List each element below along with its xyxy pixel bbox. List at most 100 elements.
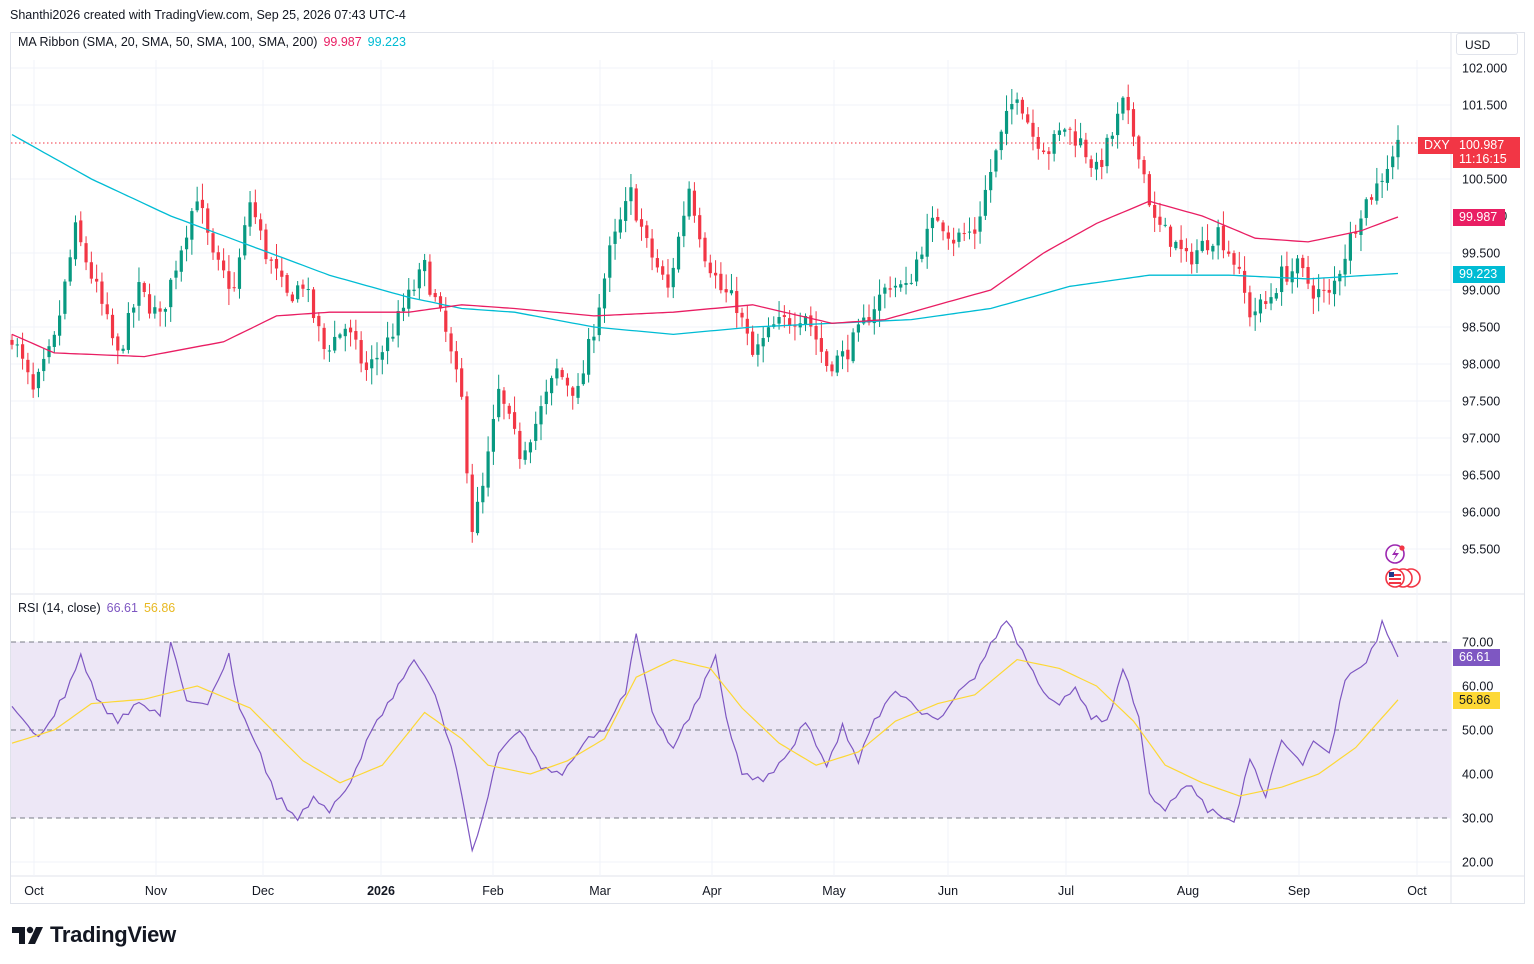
candle [42, 347, 46, 382]
candle [576, 373, 580, 405]
candle [264, 223, 268, 265]
lightning-icon[interactable] [1385, 544, 1405, 564]
candle [132, 304, 136, 328]
candle [941, 220, 945, 241]
candle [333, 320, 337, 354]
candle [211, 228, 215, 260]
candle [1195, 239, 1199, 273]
candle [1078, 122, 1083, 148]
candle [888, 276, 892, 298]
price-tick-label: 97.000 [1462, 432, 1500, 446]
candle [110, 308, 115, 346]
candle [597, 294, 601, 342]
candle [105, 292, 109, 320]
candle [645, 220, 649, 248]
candle [1131, 102, 1136, 147]
candle [1385, 155, 1390, 191]
chart-credit: Shanthi2026 created with TradingView.com… [10, 8, 406, 22]
rsi-legend[interactable]: RSI (14, close) 66.61 56.86 [18, 601, 175, 615]
candle [1369, 194, 1374, 205]
candlestick-series [10, 84, 1400, 543]
candle [1052, 130, 1056, 162]
candle [518, 422, 522, 469]
candle [391, 323, 395, 342]
candle [100, 272, 104, 316]
candle [1242, 256, 1247, 304]
price-tick-label: 102.000 [1462, 62, 1507, 76]
candle [1063, 127, 1067, 137]
candle [1269, 283, 1273, 311]
candle [618, 207, 622, 239]
candle [1190, 243, 1194, 274]
candle [534, 411, 538, 450]
candle [877, 279, 882, 327]
candle [1010, 88, 1014, 125]
time-tick-label: Mar [589, 884, 611, 898]
ma-ribbon-legend[interactable]: MA Ribbon (SMA, 20, SMA, 50, SMA, 100, S… [18, 35, 406, 49]
indicator-lines [11, 134, 1451, 853]
candle [1332, 266, 1337, 307]
ma-ribbon-title: MA Ribbon (SMA, 20, SMA, 50, SMA, 100, S… [18, 35, 318, 49]
rsi-tick-label: 50.00 [1462, 724, 1493, 738]
candle [73, 215, 78, 266]
candle [401, 293, 406, 322]
candle [1137, 134, 1141, 169]
candle [719, 262, 723, 294]
tradingview-logo-icon [12, 926, 43, 944]
candle [904, 266, 908, 295]
time-tick-label: Oct [24, 884, 44, 898]
candle [1153, 191, 1157, 232]
candle [417, 262, 421, 300]
us-flag-event-icon[interactable] [1385, 568, 1421, 588]
candle [1174, 240, 1178, 251]
candle [1004, 95, 1009, 146]
candle [375, 342, 379, 376]
candle [1073, 119, 1077, 158]
candle [565, 373, 570, 397]
candle [507, 403, 511, 420]
candle [1380, 173, 1384, 199]
candle [936, 208, 940, 223]
rsi-value: 66.61 [106, 601, 138, 615]
rsi-tick-label: 70.00 [1462, 636, 1493, 650]
candle [465, 391, 469, 484]
candle [1020, 97, 1025, 120]
time-tick-label: Apr [702, 884, 721, 898]
candle [687, 181, 691, 220]
candle [761, 326, 765, 363]
sma20-line [11, 200, 1399, 358]
candle [438, 292, 443, 312]
candle [58, 300, 62, 346]
sma20-badge: 99.987 [1453, 209, 1505, 226]
rsi-band [11, 641, 1451, 819]
candle [269, 256, 273, 274]
candle [311, 287, 316, 323]
candle [957, 228, 961, 248]
candle [851, 328, 855, 364]
candle [121, 344, 125, 354]
candle [523, 441, 527, 465]
price-tick-label: 98.000 [1462, 358, 1500, 372]
candle [354, 319, 358, 350]
time-tick-label: Sep [1288, 884, 1310, 898]
candle [280, 257, 284, 288]
currency-button[interactable]: USD [1456, 33, 1518, 55]
candle [830, 361, 834, 377]
candle [306, 277, 310, 303]
rsi-tick-label: 20.00 [1462, 856, 1493, 870]
candle [1227, 240, 1231, 257]
candle [1031, 109, 1035, 151]
candle [470, 463, 474, 543]
candle [999, 129, 1003, 160]
chart-icons [1385, 544, 1421, 588]
price-tick-label: 100.500 [1462, 173, 1507, 187]
countdown-badge: 11:16:15 [1453, 151, 1520, 168]
candle [571, 386, 575, 410]
candle [343, 323, 347, 352]
candle [195, 186, 199, 213]
tradingview-logo[interactable]: TradingView [12, 922, 176, 948]
rsi-ma-line [11, 658, 1399, 797]
time-tick-label: Dec [252, 884, 274, 898]
candle [36, 368, 41, 398]
